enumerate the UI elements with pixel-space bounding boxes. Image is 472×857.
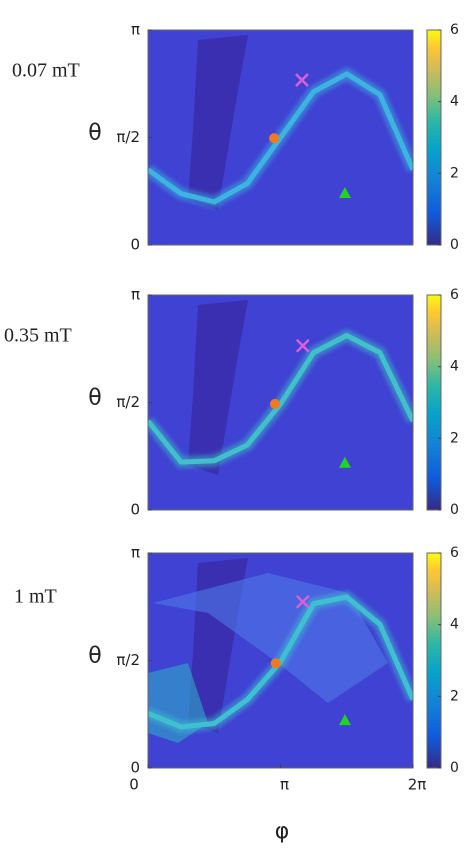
marker-circle xyxy=(270,658,281,669)
marker-triangle xyxy=(338,186,351,198)
marker-triangle xyxy=(338,456,351,468)
y-tick-label: π/2 xyxy=(116,393,140,411)
x-tick-label: 2π xyxy=(408,776,427,794)
colorbar-tick-label: 4 xyxy=(450,94,459,110)
field-label: 1 mT xyxy=(14,586,57,608)
colorbar-tick-label: 0 xyxy=(450,760,459,776)
colorbar-tick-label: 4 xyxy=(450,359,459,375)
y-axis-label: θ xyxy=(88,121,101,146)
marker-cross xyxy=(295,73,309,87)
colorbar-tick-label: 0 xyxy=(450,237,459,253)
plot-area xyxy=(148,553,413,768)
marker-cross xyxy=(295,338,310,353)
y-tick-label: π xyxy=(131,544,140,562)
colorbar-tick-label: 4 xyxy=(450,617,459,633)
field-label: 0.35 mT xyxy=(4,325,72,347)
y-tick-label: 0 xyxy=(130,236,140,254)
colorbar-tick-label: 6 xyxy=(450,287,459,303)
marker-circle xyxy=(269,398,280,409)
y-tick-label: 0 xyxy=(130,759,140,777)
colorbar-tick-label: 0 xyxy=(450,502,459,518)
dark-region xyxy=(188,300,248,475)
marker-triangle xyxy=(338,714,351,726)
x-tick-label: 0 xyxy=(129,776,139,794)
y-axis-label: θ xyxy=(88,386,101,411)
marker-cross xyxy=(295,594,310,609)
dark-region xyxy=(188,35,248,210)
colorbar-tick-label: 2 xyxy=(450,430,459,446)
plot-area xyxy=(148,30,413,245)
y-tick-label: 0 xyxy=(130,501,140,519)
ridge-curve xyxy=(148,332,413,465)
ridge-curve xyxy=(148,71,413,205)
marker-circle xyxy=(269,133,280,144)
colorbar xyxy=(426,552,442,769)
colorbar-tick-label: 6 xyxy=(450,545,459,561)
y-tick-label: π/2 xyxy=(116,128,140,146)
colorbar-tick-label: 6 xyxy=(450,22,459,38)
colorbar xyxy=(426,294,442,511)
field-label: 0.07 mT xyxy=(12,60,80,82)
y-tick-label: π xyxy=(131,21,140,39)
colorbar-tick-label: 2 xyxy=(450,165,459,181)
x-tick-label: π xyxy=(280,776,289,794)
colorbar-tick-label: 2 xyxy=(450,688,459,704)
x-axis-label: φ xyxy=(275,819,290,844)
colorbar xyxy=(426,29,442,246)
y-axis-label: θ xyxy=(88,644,101,669)
plot-area xyxy=(148,295,413,510)
y-tick-label: π xyxy=(131,286,140,304)
y-tick-label: π/2 xyxy=(116,651,140,669)
